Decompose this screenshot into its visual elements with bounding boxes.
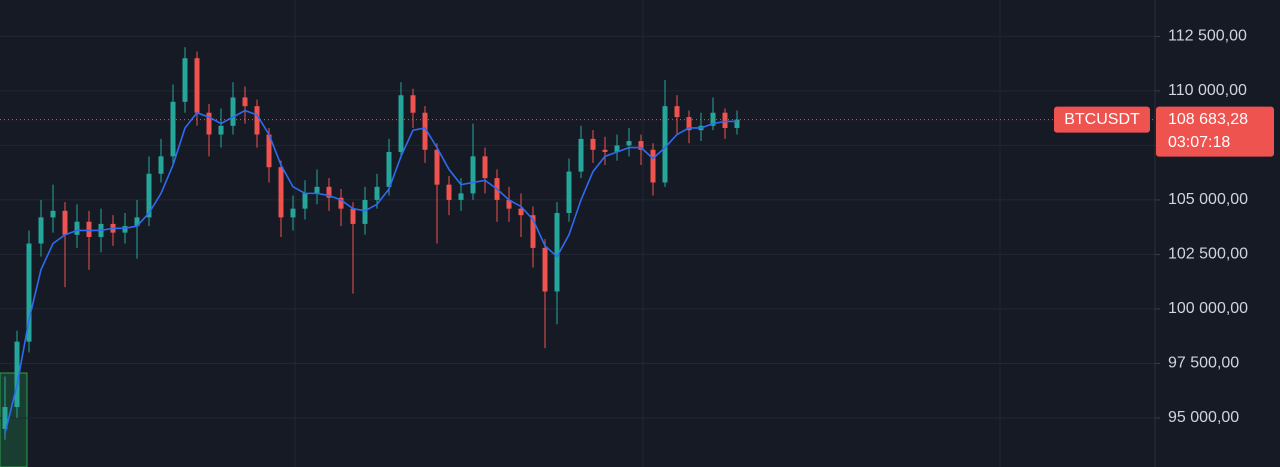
candle-body xyxy=(470,156,476,194)
price-label: 108 683,28 xyxy=(1168,111,1248,128)
candle-body xyxy=(206,112,212,135)
candle-body xyxy=(506,199,512,209)
candle-body xyxy=(590,138,596,150)
plot-area xyxy=(0,35,1155,440)
candle-body xyxy=(158,156,164,174)
candle-body xyxy=(722,112,728,128)
candle-body xyxy=(314,186,320,194)
candle-body xyxy=(626,141,632,146)
candle-body xyxy=(602,149,608,152)
candle-body xyxy=(338,197,344,209)
candle-body xyxy=(50,210,56,218)
candle-body xyxy=(650,149,656,183)
candle-body xyxy=(614,145,620,152)
candle-body xyxy=(686,117,692,131)
candle-body xyxy=(302,193,308,209)
candle-body xyxy=(122,226,128,233)
candle-body xyxy=(566,171,572,214)
y-tick-label: 105 000,00 xyxy=(1168,191,1248,208)
candle-body xyxy=(422,112,428,150)
candle-body xyxy=(218,125,224,135)
candle-body xyxy=(554,213,560,292)
y-tick-label: 97 500,00 xyxy=(1168,355,1239,372)
y-tick-label: 112 500,00 xyxy=(1168,28,1247,45)
candle-body xyxy=(194,58,200,113)
candle-body xyxy=(2,407,8,429)
candle-body xyxy=(86,221,92,237)
candle-body xyxy=(350,208,356,224)
candle-body xyxy=(74,221,80,235)
candle-body xyxy=(182,58,188,102)
price-tag xyxy=(1156,106,1274,157)
candle-body xyxy=(326,186,332,198)
y-tick-label: 100 000,00 xyxy=(1168,300,1248,317)
y-tick-label: 102 500,00 xyxy=(1168,246,1248,263)
candle-body xyxy=(458,193,464,200)
candle-body xyxy=(578,138,584,172)
candle-body xyxy=(38,217,44,244)
candle-body xyxy=(146,173,152,218)
candle-body xyxy=(518,208,524,216)
candle-body xyxy=(482,156,488,179)
y-tick-label: 95 000,00 xyxy=(1168,409,1239,426)
y-tick-label: 110 000,00 xyxy=(1168,82,1247,99)
candle-body xyxy=(14,341,20,408)
candle-body xyxy=(230,97,236,126)
candle-body xyxy=(254,106,260,135)
candle-body xyxy=(638,141,644,150)
candle-body xyxy=(62,210,68,235)
candle-body xyxy=(26,243,32,342)
candle-body xyxy=(266,134,272,168)
candle-body xyxy=(242,97,248,107)
candle-body xyxy=(170,101,176,157)
candle-body xyxy=(278,167,284,218)
candle-body xyxy=(386,151,392,187)
candle-body xyxy=(530,215,536,248)
candle-body xyxy=(362,199,368,224)
symbol-label: BTCUSDT xyxy=(1064,111,1140,128)
candle-body xyxy=(674,106,680,118)
candle-body xyxy=(410,95,416,113)
candle-body xyxy=(542,247,548,292)
countdown-label: 03:07:18 xyxy=(1168,134,1230,151)
candle-body xyxy=(662,106,668,183)
candle-body xyxy=(734,119,740,128)
symbol-tag xyxy=(1054,106,1150,133)
candle-body xyxy=(434,149,440,185)
candle-body xyxy=(398,95,404,152)
candle-body xyxy=(134,217,140,227)
candle-body xyxy=(290,208,296,218)
moving-average xyxy=(4,109,737,434)
candle-body xyxy=(446,184,452,200)
candle-body xyxy=(374,186,380,200)
